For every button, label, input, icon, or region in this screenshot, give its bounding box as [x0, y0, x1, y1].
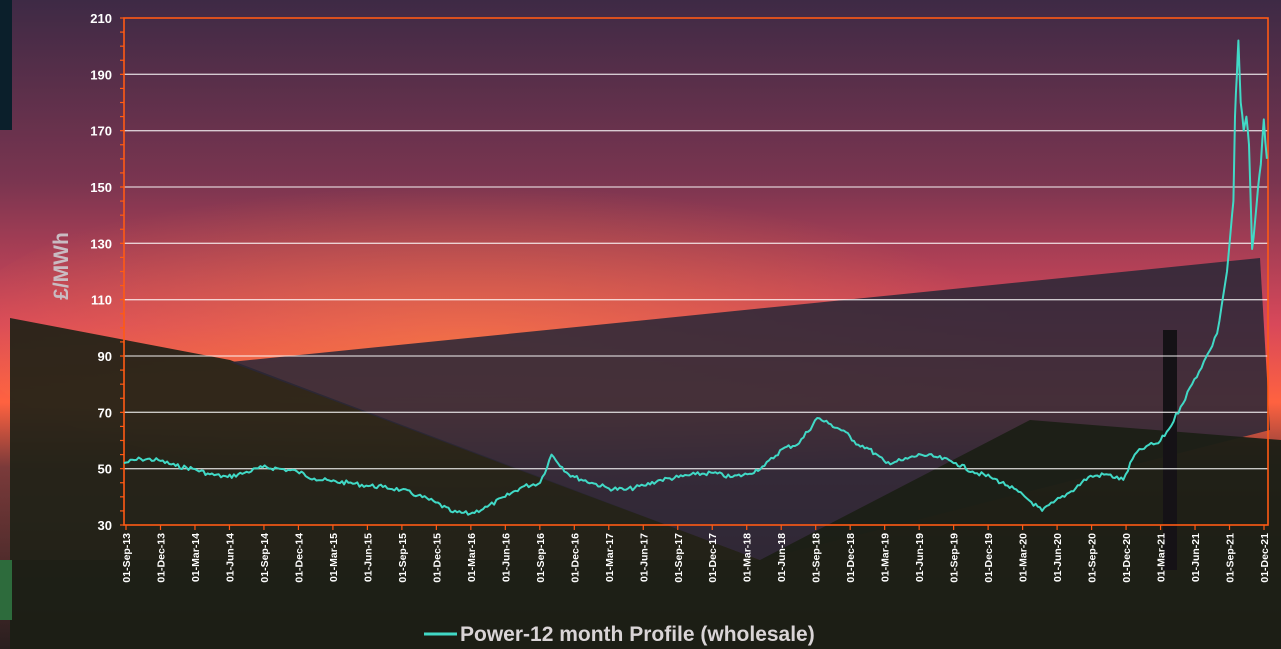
x-tick-label: 01-Dec-14	[293, 533, 305, 583]
x-tick-label: 01-Dec-15	[431, 533, 443, 583]
x-tick-label: 01-Sep-17	[673, 533, 685, 583]
y-tick-labels: 30 50 70 90 110 130 150 170 190 210	[90, 11, 112, 533]
x-tick-label: 01-Mar-16	[466, 533, 478, 582]
y-axis-label: £/MWh	[50, 232, 73, 300]
y-tick-label-170: 170	[90, 124, 112, 139]
y-tick-label-110: 110	[91, 293, 112, 308]
left-edge-strip	[0, 0, 12, 130]
y-tick-label-90: 90	[98, 349, 112, 364]
x-tick-label: 01-Dec-19	[983, 533, 995, 583]
x-tick-label: 01-Mar-17	[604, 533, 616, 582]
x-tick-labels: 01-Sep-13 01-Dec-13 01-Mar-14 01-Jun-14 01-S…	[121, 533, 1271, 583]
x-tick-label: 01-Jun-19	[914, 533, 926, 582]
x-tick-label: 01-Dec-13	[155, 533, 167, 583]
left-edge-green	[0, 560, 12, 620]
x-tick-label: 01-Dec-21	[1259, 533, 1271, 583]
x-tick-label: 01-Sep-16	[535, 533, 547, 583]
x-tick-label: 01-Dec-16	[569, 533, 581, 583]
x-tick-label: 01-Jun-14	[224, 533, 236, 582]
x-tick-label: 01-Sep-19	[949, 533, 961, 583]
x-tick-label: 01-Mar-18	[742, 533, 754, 582]
x-tick-label: 01-Mar-19	[880, 533, 892, 582]
legend: Power-12 month Profile (wholesale)	[424, 623, 815, 646]
y-tick-label-50: 50	[98, 462, 112, 477]
x-tick-label: 01-Jun-18	[776, 533, 788, 582]
x-tick-label: 01-Mar-20	[1018, 533, 1030, 582]
x-tick-label: 01-Sep-18	[811, 533, 823, 583]
y-tick-label-150: 150	[90, 180, 112, 195]
x-tick-label: 01-Mar-21	[1156, 533, 1168, 582]
y-tick-label-190: 190	[90, 67, 112, 82]
ground	[10, 420, 1281, 649]
x-tick-label: 01-Mar-14	[190, 533, 202, 582]
series-lines	[123, 39, 1268, 516]
gridlines	[124, 73, 1268, 470]
x-tick-label: 01-Jun-20	[1052, 533, 1064, 582]
x-tick-label: 01-Sep-15	[397, 533, 409, 583]
legend-label: Power-12 month Profile (wholesale)	[460, 623, 815, 646]
x-tick-label: 01-Mar-15	[328, 533, 340, 582]
y-tick-label-70: 70	[98, 405, 112, 420]
x-tick-label: 01-Dec-17	[707, 533, 719, 583]
axes	[120, 17, 1269, 530]
x-tick-label: 01-Sep-20	[1087, 533, 1099, 583]
series-line-0	[123, 39, 1268, 516]
panel-post	[1163, 330, 1177, 570]
y-tick-label-130: 130	[90, 236, 112, 251]
x-tick-label: 01-Sep-21	[1225, 533, 1237, 583]
y-tick-label-30: 30	[98, 518, 112, 533]
x-tick-label: 01-Sep-13	[121, 533, 133, 583]
x-tick-label: 01-Jun-21	[1190, 533, 1202, 582]
x-tick-label: 01-Dec-20	[1121, 533, 1133, 583]
x-tick-label: 01-Dec-18	[845, 533, 857, 583]
x-tick-label: 01-Jun-17	[638, 533, 650, 582]
x-tick-label: 01-Jun-15	[362, 533, 374, 582]
hillside-left	[10, 318, 760, 560]
x-tick-label: 01-Sep-14	[259, 533, 271, 583]
x-tick-label: 01-Jun-16	[500, 533, 512, 582]
y-tick-label-210: 210	[90, 11, 112, 26]
